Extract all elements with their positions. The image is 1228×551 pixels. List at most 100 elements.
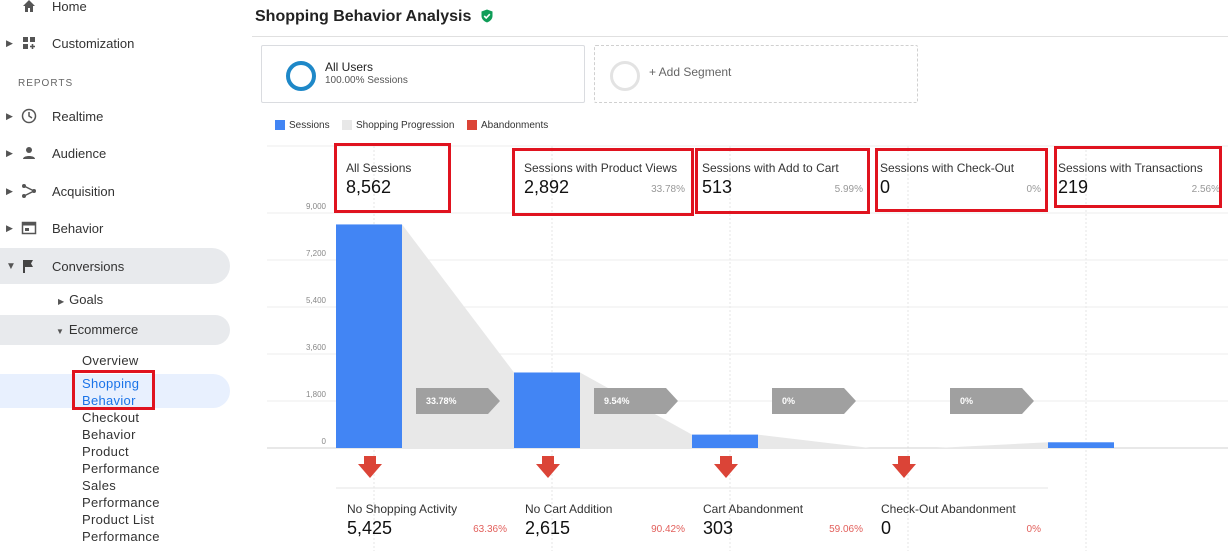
- y-tick: 3,600: [305, 343, 326, 352]
- session-bar: [514, 372, 580, 448]
- progression-pct: 0%: [782, 396, 796, 406]
- abandonment-value: 2,615: [525, 518, 571, 538]
- reports-header: REPORTS: [18, 78, 74, 89]
- highlight-box-sidebar: [72, 370, 155, 410]
- empty-circle-icon: [610, 61, 640, 91]
- legend-swatch-abandonments: [467, 120, 477, 130]
- stage-title: Sessions with Product Views: [524, 161, 678, 175]
- abandonment-pct: 0%: [1026, 524, 1041, 535]
- sidebar-item-label: Realtime: [52, 108, 104, 124]
- progression-arrow: [772, 388, 856, 414]
- header-divider: [252, 36, 1228, 37]
- highlight-box: [512, 148, 694, 216]
- sidebar-item-acquisition[interactable]: ▶ Acquisition: [0, 173, 230, 209]
- add-segment-button[interactable]: + Add Segment: [594, 45, 918, 103]
- stage-value: 0: [880, 177, 891, 197]
- page-title-text: Shopping Behavior Analysis: [255, 8, 472, 25]
- stage-pct: 0%: [1026, 184, 1041, 195]
- legend-swatch-sessions: [275, 120, 285, 130]
- sidebar-item-audience[interactable]: ▶ Audience: [0, 135, 230, 171]
- highlight-box: [334, 143, 451, 213]
- sidebar-item-sales-performance[interactable]: Sales Performance: [82, 478, 160, 510]
- y-tick: 9,000: [305, 202, 326, 211]
- sidebar-item-product-list-performance[interactable]: Product List Performance: [82, 512, 160, 544]
- sidebar-item-product-performance[interactable]: Product Performance: [82, 444, 160, 476]
- highlight-box: [695, 148, 870, 214]
- session-bar: [1048, 442, 1114, 448]
- abandonment-pct: 90.42%: [651, 524, 685, 535]
- stage-title: Sessions with Check-Out: [880, 161, 1015, 175]
- flag-icon: [20, 257, 38, 275]
- behavior-icon: [20, 219, 38, 237]
- dashboard-icon: [20, 34, 38, 52]
- progression-pct: 33.78%: [426, 396, 457, 406]
- person-icon: [20, 144, 38, 162]
- progression-area: [402, 224, 514, 448]
- stage-value: 219: [1058, 177, 1089, 197]
- abandonment-title: Cart Abandonment: [703, 502, 804, 516]
- session-bar: [336, 224, 402, 448]
- abandonment-title: Check-Out Abandonment: [881, 502, 1016, 516]
- stage-value: 2,892: [524, 177, 570, 197]
- stage-title: Sessions with Add to Cart: [702, 161, 839, 175]
- sidebar-item-shopping-behavior[interactable]: Shopping Behavior: [82, 376, 140, 408]
- sidebar-item-behavior[interactable]: ▶ Behavior: [0, 210, 230, 246]
- abandonment-value: 0: [881, 518, 892, 538]
- segment-sub: 100.00% Sessions: [325, 75, 408, 86]
- abandonment-value: 5,425: [347, 518, 393, 538]
- sidebar-item-ecommerce[interactable]: ▼ Ecommerce: [56, 322, 138, 337]
- legend-progression: Shopping Progression: [356, 120, 455, 131]
- progression-area: [936, 442, 1048, 448]
- sidebar-item-label: Ecommerce: [68, 322, 139, 337]
- legend-sessions: Sessions: [289, 120, 330, 131]
- sidebar-item-label: Audience: [52, 145, 107, 161]
- sidebar-item-label: Goals: [69, 292, 104, 307]
- verified-icon: [480, 9, 494, 28]
- caret-right-icon: ▶: [6, 222, 13, 233]
- sidebar-item-realtime[interactable]: ▶ Realtime: [0, 98, 230, 134]
- y-tick: 5,400: [305, 296, 326, 305]
- caret-right-icon: ▶: [6, 147, 13, 158]
- stage-title: Sessions with Transactions: [1058, 161, 1203, 175]
- sidebar-item-customization[interactable]: ▶ Customization: [0, 25, 230, 61]
- segment-circle-icon: [286, 61, 316, 91]
- home-icon: [20, 0, 38, 15]
- sidebar-item-checkout-behavior[interactable]: Checkout Behavior: [82, 410, 140, 442]
- stage-pct: 5.99%: [834, 184, 863, 195]
- sidebar-item-home[interactable]: Home: [0, 0, 230, 24]
- legend-abandonments: Abandonments: [481, 120, 549, 131]
- sidebar-item-conversions[interactable]: ▼ Conversions: [0, 248, 230, 284]
- clock-icon: [20, 107, 38, 125]
- add-segment-label: + Add Segment: [649, 65, 732, 79]
- sidebar-item-label: Home: [52, 0, 87, 14]
- abandonment-arrow: [714, 456, 738, 478]
- page-title: Shopping Behavior Analysis: [255, 8, 494, 28]
- progression-area: [758, 434, 870, 448]
- sidebar-item-goals[interactable]: ▶ Goals: [58, 292, 103, 307]
- caret-right-icon: ▶: [58, 297, 65, 306]
- progression-pct: 9.54%: [604, 396, 630, 406]
- abandonment-arrow: [358, 456, 382, 478]
- sidebar-item-label: Acquisition: [52, 183, 115, 199]
- sidebar: Home ▶ Customization REPORTS ▶ Realtime …: [0, 0, 244, 551]
- abandonment-value: 303: [703, 518, 734, 538]
- ecommerce-highlight: [0, 315, 230, 345]
- abandonment-title: No Cart Addition: [525, 502, 613, 516]
- sidebar-item-label: Customization: [52, 35, 135, 51]
- legend-swatch-progression: [342, 120, 352, 130]
- caret-right-icon: ▶: [6, 37, 13, 48]
- y-tick: 1,800: [305, 390, 326, 399]
- shopping-behavior-highlight: [0, 374, 230, 408]
- segment-all-users[interactable]: All Users 100.00% Sessions: [261, 45, 585, 103]
- stage-pct: 33.78%: [651, 184, 685, 195]
- abandonment-title: No Shopping Activity: [347, 502, 458, 516]
- sidebar-item-overview[interactable]: Overview: [82, 353, 139, 368]
- segment-name: All Users: [325, 60, 374, 74]
- stage-pct: 2.56%: [1191, 184, 1220, 195]
- abandonment-pct: 59.06%: [829, 524, 863, 535]
- caret-down-icon: ▼: [6, 260, 16, 272]
- highlight-box: [1054, 146, 1222, 208]
- caret-down-icon: ▼: [56, 327, 64, 336]
- progression-pct: 0%: [960, 396, 974, 406]
